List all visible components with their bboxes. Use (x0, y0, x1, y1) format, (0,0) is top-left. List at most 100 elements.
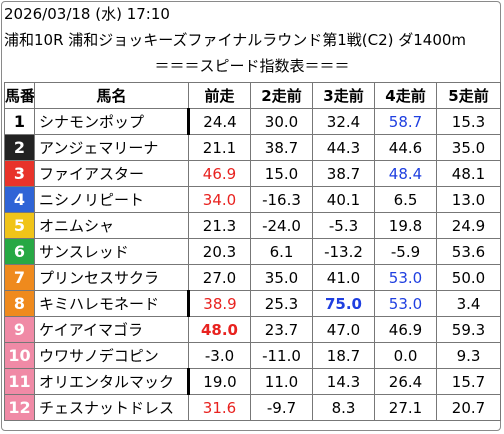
table-row: 11 オリエンタルマック 19.0 11.0 14.3 26.4 15.7 (4, 368, 501, 395)
speed-value-cell: 48.0 (188, 316, 251, 343)
speed-value-cell: 38.7 (250, 134, 313, 161)
horse-name-cell: キミハレモネード (34, 290, 190, 317)
speed-value-cell: 38.9 (188, 290, 251, 317)
horse-name-cell: ケイアイマゴラ (34, 316, 189, 343)
horse-number-cell: 11 (4, 368, 35, 395)
speed-value-cell: 47.0 (312, 316, 375, 343)
table-row: 9 ケイアイマゴラ 48.0 23.7 47.0 46.9 59.3 (4, 316, 501, 343)
table-row: 10 ウワサノデコピン -3.0 -11.0 18.7 0.0 9.3 (4, 342, 501, 369)
table-row: 3 ファイアスター 46.9 15.0 38.7 48.4 48.1 (4, 160, 501, 187)
speed-value-cell: 44.3 (312, 134, 375, 161)
speed-value-cell: 34.0 (188, 186, 251, 213)
speed-value-cell: -11.0 (250, 342, 313, 369)
speed-value-cell: 41.0 (312, 264, 375, 291)
horse-number-cell: 9 (4, 316, 35, 343)
speed-value-cell: -16.3 (250, 186, 313, 213)
speed-value-cell: 44.6 (374, 134, 437, 161)
speed-value-cell: 11.0 (250, 368, 313, 395)
speed-value-cell: 24.9 (436, 212, 501, 239)
table-row: 1 シナモンポップ 24.4 30.0 32.4 58.7 15.3 (4, 108, 501, 135)
speed-value-cell: 75.0 (312, 290, 375, 317)
col-header-2-races-ago: 2走前 (250, 82, 313, 109)
speed-value-cell: 25.3 (250, 290, 313, 317)
table-row: 2 アンジェマリーナ 21.1 38.7 44.3 44.6 35.0 (4, 134, 501, 161)
speed-value-cell: 40.1 (312, 186, 375, 213)
table-row: 4 ニシノリピート 34.0 -16.3 40.1 6.5 13.0 (4, 186, 501, 213)
horse-name-cell: アンジェマリーナ (34, 134, 189, 161)
race-datetime: 2026/03/18 (水) 17:10 (4, 5, 170, 23)
horse-name-cell: オリエンタルマック (34, 368, 190, 395)
table-row: 6 サンスレッド 20.3 6.1 -13.2 -5.9 53.6 (4, 238, 501, 265)
speed-value-cell: 6.1 (250, 238, 313, 265)
horse-name-cell: ウワサノデコピン (34, 342, 189, 369)
speed-value-cell: 35.0 (436, 134, 501, 161)
col-header-horse-name: 馬名 (34, 82, 189, 109)
horse-name-cell: オニムシャ (34, 212, 189, 239)
horse-number-cell: 1 (4, 108, 35, 135)
col-header-3-races-ago: 3走前 (312, 82, 375, 109)
speed-value-cell: -13.2 (312, 238, 375, 265)
horse-number-cell: 8 (4, 290, 35, 317)
speed-value-cell: 53.0 (374, 290, 437, 317)
speed-value-cell: 31.6 (188, 394, 251, 421)
speed-value-cell: 15.3 (436, 108, 501, 135)
speed-value-cell: 46.9 (188, 160, 251, 187)
speed-value-cell: 38.7 (312, 160, 375, 187)
speed-value-cell: 50.0 (436, 264, 501, 291)
speed-value-cell: -9.7 (250, 394, 313, 421)
speed-value-cell: 21.1 (188, 134, 251, 161)
table-row: 5 オニムシャ 21.3 -24.0 -5.3 19.8 24.9 (4, 212, 501, 239)
horse-number-cell: 2 (4, 134, 35, 161)
horse-number-cell: 6 (4, 238, 35, 265)
speed-value-cell: 3.4 (436, 290, 501, 317)
speed-value-cell: 9.3 (436, 342, 501, 369)
speed-value-cell: 48.1 (436, 160, 501, 187)
speed-value-cell: -5.9 (374, 238, 437, 265)
speed-value-cell: 26.4 (374, 368, 437, 395)
speed-value-cell: 46.9 (374, 316, 437, 343)
speed-value-cell: 59.3 (436, 316, 501, 343)
col-header-number: 馬番 (4, 82, 35, 109)
horse-number-cell: 3 (4, 160, 35, 187)
speed-value-cell: 20.7 (436, 394, 501, 421)
speed-value-cell: 14.3 (312, 368, 375, 395)
speed-value-cell: 13.0 (436, 186, 501, 213)
col-header-last-race: 前走 (188, 82, 251, 109)
speed-value-cell: 15.7 (436, 368, 501, 395)
horse-name-cell: ニシノリピート (34, 186, 189, 213)
horse-number-cell: 10 (4, 342, 35, 369)
horse-name-cell: サンスレッド (34, 238, 189, 265)
table-caption: ＝＝＝スピード指数表＝＝＝ (154, 57, 350, 75)
col-header-5-races-ago: 5走前 (436, 82, 501, 109)
speed-value-cell: 48.4 (374, 160, 437, 187)
speed-value-cell: 53.0 (374, 264, 437, 291)
horse-number-cell: 12 (4, 394, 35, 421)
table-row: 8 キミハレモネード 38.9 25.3 75.0 53.0 3.4 (4, 290, 501, 317)
speed-value-cell: 0.0 (374, 342, 437, 369)
horse-name-cell: ファイアスター (34, 160, 189, 187)
speed-value-cell: -5.3 (312, 212, 375, 239)
speed-value-cell: 19.0 (188, 368, 251, 395)
speed-value-cell: 58.7 (374, 108, 437, 135)
horse-name-cell: チェスナットドレス (34, 394, 189, 421)
table-row: 12 チェスナットドレス 31.6 -9.7 8.3 27.1 20.7 (4, 394, 501, 421)
speed-value-cell: 27.1 (374, 394, 437, 421)
speed-value-cell: 30.0 (250, 108, 313, 135)
speed-value-cell: -3.0 (188, 342, 251, 369)
speed-value-cell: -24.0 (250, 212, 313, 239)
speed-value-cell: 19.8 (374, 212, 437, 239)
race-title: 浦和10R 浦和ジョッキーズファイナルラウンド第1戦(C2) ダ1400m (4, 31, 467, 49)
horse-number-cell: 7 (4, 264, 35, 291)
speed-value-cell: 24.4 (188, 108, 251, 135)
header-row: 馬番 馬名 前走 2走前 3走前 4走前 5走前 (4, 82, 501, 109)
speed-value-cell: 32.4 (312, 108, 375, 135)
speed-value-cell: 35.0 (250, 264, 313, 291)
speed-index-table: 馬番 馬名 前走 2走前 3走前 4走前 5走前 1 シナモンポップ 24.4 30.… (4, 82, 501, 421)
horse-number-cell: 5 (4, 212, 35, 239)
horse-name-cell: シナモンポップ (34, 108, 190, 135)
speed-value-cell: 53.6 (436, 238, 501, 265)
col-header-4-races-ago: 4走前 (374, 82, 437, 109)
horse-number-cell: 4 (4, 186, 35, 213)
speed-value-cell: 6.5 (374, 186, 437, 213)
